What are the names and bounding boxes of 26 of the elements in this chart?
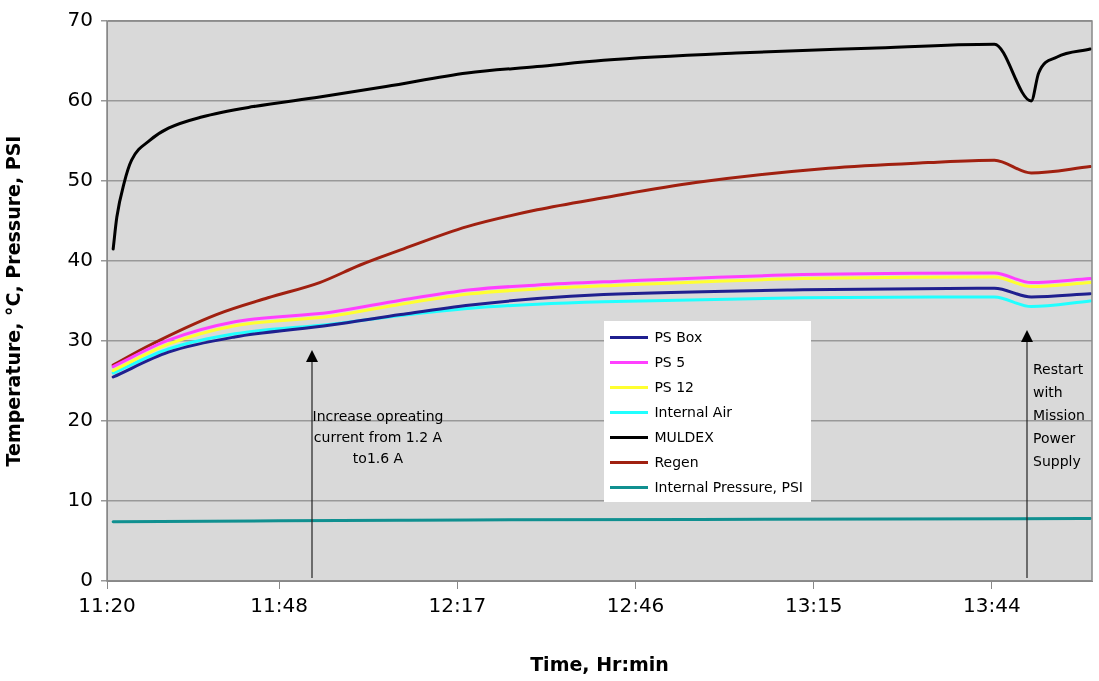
x-tick-label: 11:20 xyxy=(78,593,136,618)
y-tick-label: 10 xyxy=(67,487,93,512)
y-tick-label: 30 xyxy=(67,327,93,352)
x-axis-title: Time, Hr:min xyxy=(530,652,669,675)
y-tick-label: 70 xyxy=(67,7,93,32)
legend-label: PS Box xyxy=(654,329,703,346)
y-tick-label: 60 xyxy=(67,87,93,112)
x-tick-label: 11:48 xyxy=(250,593,308,618)
x-tick-label: 12:17 xyxy=(428,593,487,618)
y-axis-title: Temperature, °C, Pressure, PSI xyxy=(2,135,25,467)
y-tick-label: 0 xyxy=(80,567,93,592)
legend-label: Internal Air xyxy=(654,404,733,421)
legend-label: PS 5 xyxy=(654,354,686,371)
x-tick-label: 12:46 xyxy=(606,593,665,618)
annotation: Restart with Mission Power Supply xyxy=(1033,360,1085,469)
legend-label: Internal Pressure, PSI xyxy=(654,479,803,496)
y-tick-label: 50 xyxy=(67,167,93,192)
x-tick-label: 13:44 xyxy=(963,593,1021,618)
legend-label: PS 12 xyxy=(654,379,695,396)
x-tick-label: 13:15 xyxy=(784,593,843,618)
legend-label: MULDEX xyxy=(654,429,714,446)
annotation: Increase opreating current from 1.2 A to1.6 A xyxy=(312,407,444,466)
legend-label: Regen xyxy=(654,454,699,471)
y-tick-label: 20 xyxy=(67,407,93,432)
line-series xyxy=(111,42,1092,251)
y-tick-label: 40 xyxy=(67,247,93,272)
